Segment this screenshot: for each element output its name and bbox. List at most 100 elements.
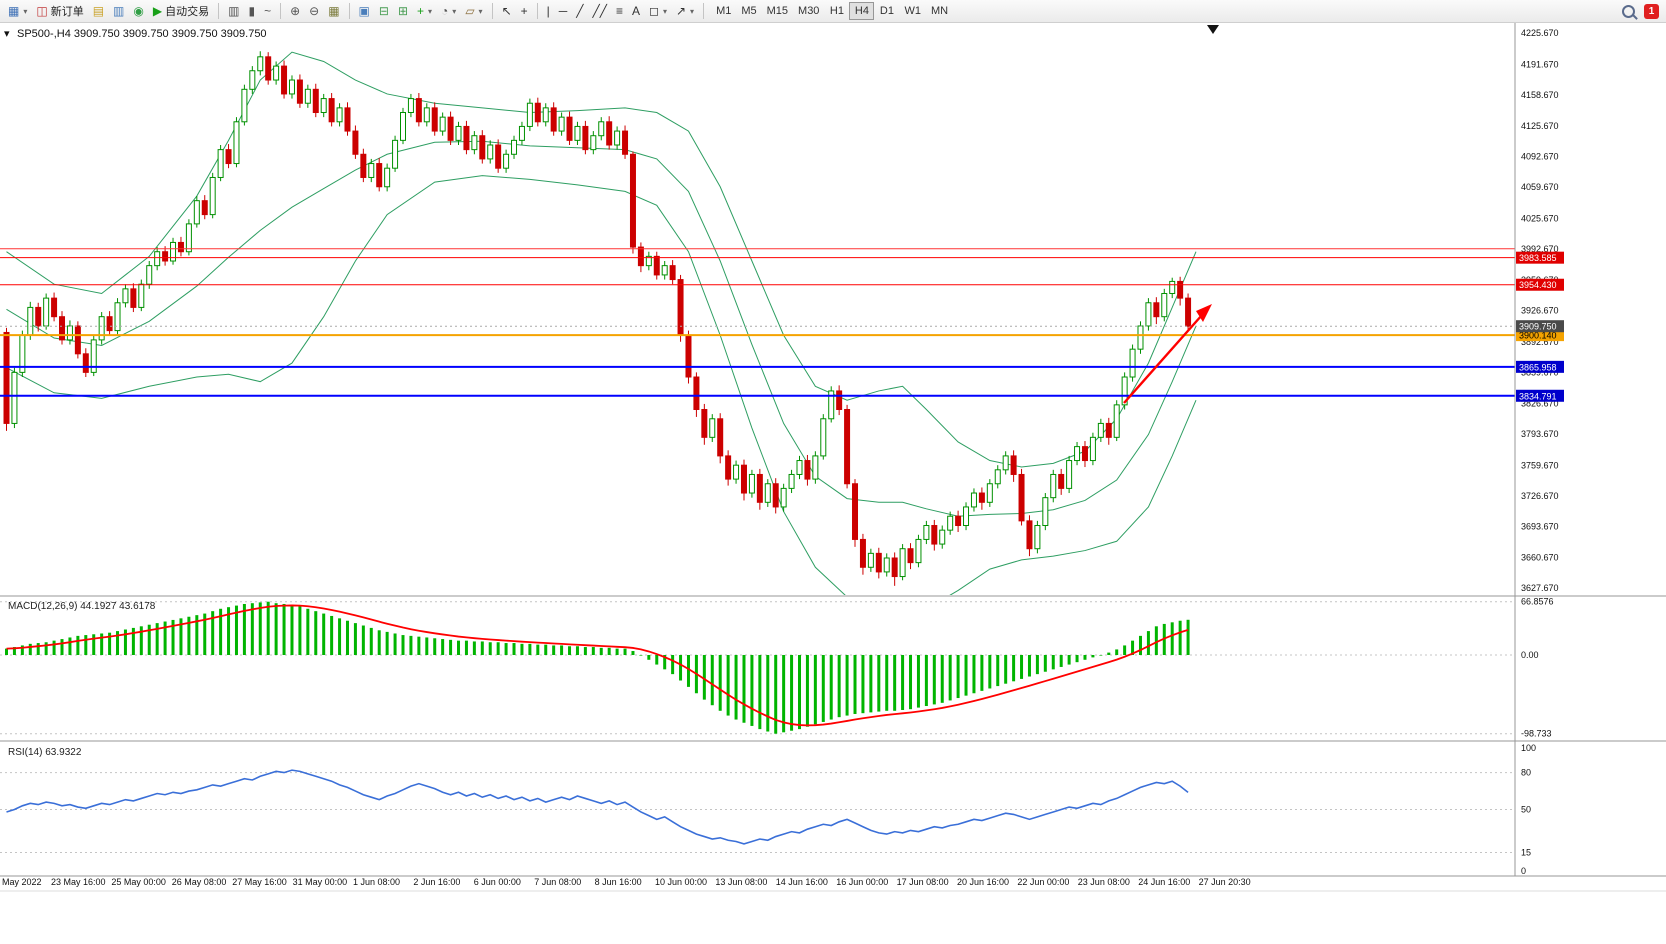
timeframe-m1-button[interactable]: M1	[711, 2, 736, 20]
macd-histogram-bar	[528, 643, 532, 655]
tile-horizontal-button[interactable]: ⊟	[375, 1, 393, 21]
rsi-axis-label: 100	[1521, 743, 1536, 753]
new-chart-button[interactable]: ▦ ▾	[4, 1, 31, 21]
tile-vertical-button[interactable]: ⊞	[394, 1, 412, 21]
timeframe-d1-button[interactable]: D1	[874, 2, 899, 20]
candle-body	[526, 102, 533, 127]
macd-histogram-bar	[5, 648, 8, 655]
timeframe-m30-button[interactable]: M30	[793, 2, 824, 20]
candle-body	[1137, 325, 1144, 350]
candle-body	[1113, 404, 1120, 438]
templates-icon: ▱	[465, 4, 475, 18]
candle-body	[645, 255, 652, 267]
macd-histogram-bar	[433, 638, 437, 655]
cascade-windows-button[interactable]: ▣	[355, 1, 374, 21]
macd-histogram-bar	[401, 635, 405, 655]
line-chart-button[interactable]: ~	[260, 1, 275, 21]
vertical-line-button[interactable]: |	[543, 1, 554, 21]
candle-body	[970, 492, 977, 508]
macd-histogram-bar	[195, 615, 199, 655]
timeframe-h1-button[interactable]: H1	[824, 2, 849, 20]
candle-body	[558, 116, 565, 132]
periods-button[interactable]: ◔ ▾	[437, 1, 460, 21]
candle-body	[582, 125, 589, 151]
timeframe-w1-button[interactable]: W1	[899, 2, 926, 20]
macd-histogram-bar	[227, 607, 231, 655]
macd-histogram-bar	[322, 613, 326, 655]
bar-chart-button[interactable]: ▥	[224, 1, 243, 21]
auto-scroll-button[interactable]: ▦	[324, 1, 343, 21]
timeframe-m5-button[interactable]: M5	[736, 2, 761, 20]
timeframe-m15-button[interactable]: M15	[762, 2, 793, 20]
text-tool-button[interactable]: A	[628, 1, 644, 21]
zoom-out-button[interactable]: ⊖	[305, 1, 323, 21]
refresh-button[interactable]: ◉	[129, 1, 147, 21]
autotrade-button-label: 自动交易	[165, 6, 210, 18]
bar-chart-icon: ▥	[228, 4, 240, 18]
metaeditor-button[interactable]: ▤	[89, 1, 108, 21]
macd-histogram-bar	[258, 602, 262, 655]
macd-histogram-bar	[861, 655, 865, 714]
candle-body	[455, 125, 462, 141]
candle-body	[376, 163, 383, 188]
search-icon[interactable]	[1622, 4, 1635, 18]
macd-histogram-bar	[219, 608, 223, 655]
autotrade-button[interactable]: ▶ 自动交易	[149, 1, 213, 21]
vertical-line-icon: |	[546, 4, 550, 18]
macd-histogram-bar	[76, 635, 80, 655]
price-level-label	[1516, 360, 1564, 373]
macd-histogram-bar	[639, 655, 643, 656]
crosshair-button[interactable]: +	[517, 1, 532, 21]
macd-histogram-bar	[607, 647, 611, 655]
timeframe-h4-button[interactable]: H4	[849, 2, 875, 20]
macd-histogram-bar	[615, 648, 619, 655]
macd-histogram-bar	[12, 647, 16, 655]
data-window-button[interactable]: ▥	[109, 1, 128, 21]
time-axis-label: 14 Jun 16:00	[776, 877, 828, 887]
candle-body	[1042, 497, 1049, 527]
templates-button[interactable]: ▱ ▾	[461, 1, 486, 21]
timeframe-mn-button[interactable]: MN	[926, 2, 953, 20]
trend-arrow[interactable]	[1123, 314, 1203, 404]
notification-badge[interactable]: 1	[1644, 3, 1659, 19]
arrows-button[interactable]: ↗ ▾	[672, 1, 698, 21]
trendline-button[interactable]: ╱	[572, 1, 587, 21]
candlestick-chart-button[interactable]: ▮	[244, 1, 259, 21]
tile-vertical-icon: ⊞	[397, 4, 409, 18]
candle-body	[947, 515, 954, 531]
new-order-button[interactable]: ◫ 新订单	[32, 1, 87, 21]
toolbar-separator	[703, 3, 705, 19]
indicators-button[interactable]: + ▾	[413, 1, 436, 21]
cursor-button[interactable]: ↖	[498, 1, 516, 21]
refresh-icon: ◉	[133, 4, 144, 18]
macd-histogram-bar	[211, 611, 215, 655]
bollinger-lower-band	[6, 175, 1197, 595]
candle-body	[463, 125, 470, 151]
channel-button[interactable]: ╱╱	[589, 1, 611, 21]
macd-histogram-bar	[1154, 626, 1158, 655]
candle-body	[701, 408, 708, 438]
trend-arrow-head[interactable]	[1196, 304, 1212, 322]
shapes-button[interactable]: ◻ ▾	[645, 1, 671, 21]
price-axis-label: 4092.670	[1521, 151, 1559, 161]
macd-label: MACD(12,26,9) 44.1927 43.6178	[8, 601, 156, 612]
macd-histogram-bar	[179, 618, 183, 655]
candle-body	[740, 464, 747, 494]
macd-histogram-bar	[393, 633, 397, 655]
candle-body	[1026, 520, 1033, 550]
macd-histogram-bar	[409, 635, 413, 655]
horizontal-line-button[interactable]: ─	[555, 1, 572, 21]
candle-body	[170, 241, 177, 262]
candle-body	[11, 371, 18, 424]
candle-body	[479, 135, 486, 160]
fibonacci-button[interactable]: ≡	[612, 1, 627, 21]
candle-body	[225, 149, 232, 165]
macd-histogram-bar	[845, 655, 849, 716]
macd-histogram-bar	[84, 635, 88, 655]
macd-histogram-bar	[671, 655, 675, 675]
zoom-in-button[interactable]: ⊕	[286, 1, 304, 21]
new-order-icon: ◫	[36, 4, 48, 18]
candle-body	[931, 525, 938, 545]
macd-histogram-bar	[298, 606, 302, 655]
